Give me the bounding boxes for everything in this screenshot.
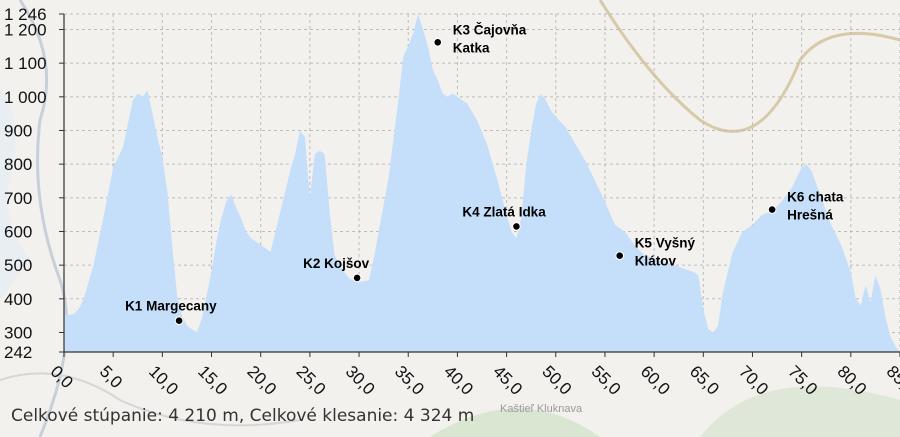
x-tick-label: 10,0 <box>145 362 182 399</box>
x-tick-label: 75,0 <box>784 362 821 399</box>
checkpoint-label: K4 Zlatá Idka <box>462 204 546 219</box>
x-tick-label: 15,0 <box>194 362 231 399</box>
y-tick-label: 1 000 <box>4 88 47 107</box>
x-tick-label: 55,0 <box>588 362 625 399</box>
checkpoint-label: K5 Vyšný <box>635 236 696 251</box>
y-tick-label: 1 246 <box>4 5 47 24</box>
x-tick-label: 80,0 <box>834 362 871 399</box>
y-tick-label: 900 <box>4 121 32 140</box>
y-tick-label: 700 <box>4 189 32 208</box>
y-tick-label: 600 <box>4 222 32 241</box>
x-tick-label: 60,0 <box>637 362 674 399</box>
elevation-stats: Celkové stúpanie: 4 210 m, Celkové klesa… <box>11 406 475 426</box>
y-tick-label: 300 <box>4 323 32 342</box>
checkpoint-label: Klátov <box>635 254 677 269</box>
checkpoint-label: K1 Margecany <box>125 299 217 314</box>
checkpoint-dot <box>352 273 362 283</box>
y-tick-label: 800 <box>4 155 32 174</box>
checkpoint-dot <box>615 251 624 261</box>
elevation-area <box>64 14 900 352</box>
x-tick-label: 30,0 <box>342 362 379 399</box>
x-tick-label: 35,0 <box>391 362 428 399</box>
checkpoint-label: Katka <box>453 40 490 55</box>
x-tick-label: 45,0 <box>489 362 526 399</box>
x-tick-label: 5,0 <box>96 362 126 392</box>
checkpoint-label: K2 Kojšov <box>303 256 370 271</box>
checkpoint-label: Hrešná <box>787 208 833 223</box>
x-tick-label: 50,0 <box>538 362 575 399</box>
checkpoint-dot <box>433 37 443 47</box>
y-tick-label: 500 <box>4 256 32 275</box>
chart-axes <box>63 14 900 353</box>
x-tick-label: 40,0 <box>440 362 477 399</box>
checkpoint-label: K6 chata <box>787 190 844 205</box>
x-tick-label: 20,0 <box>243 362 280 399</box>
y-tick-label: 1 100 <box>4 54 47 73</box>
x-tick-label: 85,0 <box>883 362 900 399</box>
x-axis-ticks: 0,0 5,0 10,0 15,0 20,0 25,0 30,0 35,0 40,0 45,0 50… <box>47 352 900 399</box>
x-tick-label: 25,0 <box>293 362 330 399</box>
x-tick-label: 0,0 <box>47 362 77 392</box>
checkpoint-dot <box>512 222 521 231</box>
checkpoint-markers: K1 Margecany K2 Kojšov K3 Čajovňa Katka K4 Z… <box>125 22 844 325</box>
y-tick-label: 242 <box>4 343 32 362</box>
y-tick-label: 400 <box>4 290 32 309</box>
checkpoint-dot <box>174 316 184 325</box>
x-tick-label: 65,0 <box>686 362 723 399</box>
checkpoint-label: K3 Čajovňa <box>453 22 527 37</box>
checkpoint-dot <box>767 205 777 214</box>
y-tick-label: 1 200 <box>4 20 47 39</box>
x-tick-label: 70,0 <box>735 362 772 399</box>
map-place-label: Kaštieľ Kluknava <box>500 403 583 415</box>
